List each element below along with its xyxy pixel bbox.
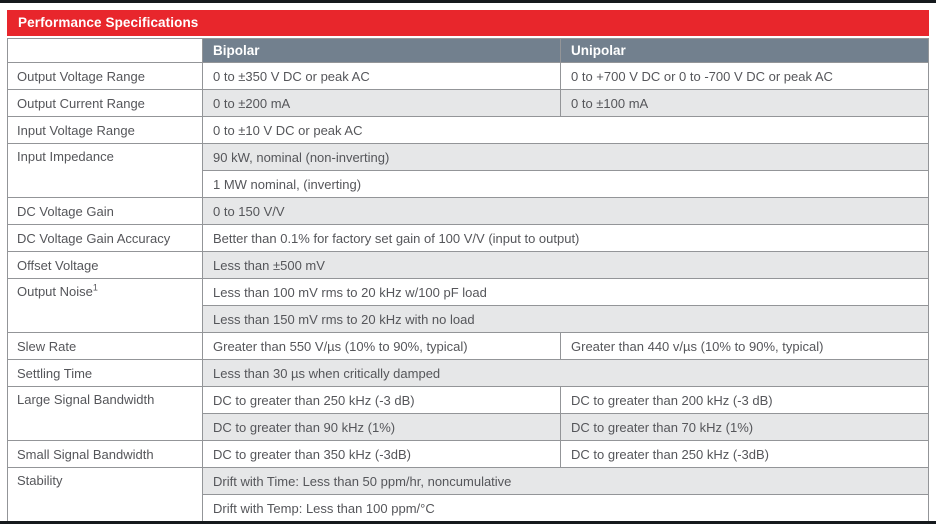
table-row: Slew Rate Greater than 550 V/µs (10% to … bbox=[7, 332, 929, 360]
table-row: Settling Time Less than 30 µs when criti… bbox=[7, 359, 929, 387]
spec-label: Settling Time bbox=[7, 359, 203, 387]
spec-value: 1 MW nominal, (inverting) bbox=[202, 170, 929, 198]
spec-value-bipolar: DC to greater than 90 kHz (1%) bbox=[202, 413, 561, 441]
spec-value: 90 kW, nominal (non-inverting) bbox=[202, 143, 929, 171]
table-row: Large Signal Bandwidth DC to greater tha… bbox=[7, 386, 929, 441]
spec-value: 0 to 150 V/V bbox=[202, 197, 929, 225]
header-row: Bipolar Unipolar bbox=[7, 38, 929, 63]
spec-label: Offset Voltage bbox=[7, 251, 203, 279]
bottom-rule bbox=[0, 521, 936, 524]
spec-table-wrap: Bipolar Unipolar Output Voltage Range 0 … bbox=[7, 38, 929, 522]
spec-label: Input Voltage Range bbox=[7, 116, 203, 144]
table-row: Input Voltage Range 0 to ±10 V DC or pea… bbox=[7, 116, 929, 144]
table-row: DC to greater than 90 kHz (1%) DC to gre… bbox=[8, 413, 929, 441]
spec-value: Less than 30 µs when critically damped bbox=[202, 359, 929, 387]
table-row: 1 MW nominal, (inverting) bbox=[8, 170, 929, 198]
table-row: Output Voltage Range 0 to ±350 V DC or p… bbox=[7, 62, 929, 90]
table-row: Drift with Temp: Less than 100 ppm/°C bbox=[8, 494, 929, 522]
spec-value: Drift with Time: Less than 50 ppm/hr, no… bbox=[202, 467, 929, 495]
header-corner-cell bbox=[7, 38, 203, 63]
table-row: Output Current Range 0 to ±200 mA 0 to ±… bbox=[7, 89, 929, 117]
spec-label: Output Noise1 bbox=[7, 278, 203, 333]
spec-value-unipolar: DC to greater than 250 kHz (-3dB) bbox=[560, 440, 929, 468]
table-row: Stability Drift with Time: Less than 50 … bbox=[7, 467, 929, 522]
table-row: DC Voltage Gain Accuracy Better than 0.1… bbox=[7, 224, 929, 252]
table-row: Input Impedance 90 kW, nominal (non-inve… bbox=[7, 143, 929, 198]
spec-value: Less than 150 mV rms to 20 kHz with no l… bbox=[202, 305, 929, 333]
spec-value-bipolar: Greater than 550 V/µs (10% to 90%, typic… bbox=[202, 332, 561, 360]
spec-label-text: Output Noise bbox=[17, 284, 93, 299]
spec-value: Better than 0.1% for factory set gain of… bbox=[202, 224, 929, 252]
spec-value-bipolar: 0 to ±350 V DC or peak AC bbox=[202, 62, 561, 90]
spec-label: DC Voltage Gain Accuracy bbox=[7, 224, 203, 252]
spec-value-unipolar: DC to greater than 70 kHz (1%) bbox=[560, 413, 929, 441]
spec-label: Output Current Range bbox=[7, 89, 203, 117]
spec-label: DC Voltage Gain bbox=[7, 197, 203, 225]
table-row: Output Noise1 Less than 100 mV rms to 20… bbox=[7, 278, 929, 333]
spec-value-unipolar: Greater than 440 v/µs (10% to 90%, typic… bbox=[560, 332, 929, 360]
table-title: Performance Specifications bbox=[18, 15, 199, 30]
spec-value-bipolar: DC to greater than 250 kHz (-3 dB) bbox=[202, 386, 561, 414]
table-row: Small Signal Bandwidth DC to greater tha… bbox=[7, 440, 929, 468]
table-title-banner: Performance Specifications bbox=[7, 10, 929, 36]
spec-value-bipolar: DC to greater than 350 kHz (-3dB) bbox=[202, 440, 561, 468]
performance-spec-table: Bipolar Unipolar Output Voltage Range 0 … bbox=[7, 38, 929, 522]
spec-value-unipolar: 0 to ±100 mA bbox=[560, 89, 929, 117]
spec-value-bipolar: 0 to ±200 mA bbox=[202, 89, 561, 117]
spec-value-unipolar: 0 to +700 V DC or 0 to -700 V DC or peak… bbox=[560, 62, 929, 90]
column-header-bipolar: Bipolar bbox=[202, 38, 561, 63]
spec-label: Output Voltage Range bbox=[7, 62, 203, 90]
spec-value: 0 to ±10 V DC or peak AC bbox=[202, 116, 929, 144]
column-header-unipolar: Unipolar bbox=[560, 38, 929, 63]
top-rule bbox=[0, 0, 936, 3]
footnote-marker: 1 bbox=[92, 282, 98, 293]
spec-value: Less than ±500 mV bbox=[202, 251, 929, 279]
spec-value: Less than 100 mV rms to 20 kHz w/100 pF … bbox=[202, 278, 929, 306]
table-row: Less than 150 mV rms to 20 kHz with no l… bbox=[8, 305, 929, 333]
spec-value: Drift with Temp: Less than 100 ppm/°C bbox=[202, 494, 929, 522]
spec-label: Slew Rate bbox=[7, 332, 203, 360]
spec-value-unipolar: DC to greater than 200 kHz (-3 dB) bbox=[560, 386, 929, 414]
spec-label: Large Signal Bandwidth bbox=[7, 386, 203, 441]
spec-label: Input Impedance bbox=[7, 143, 203, 198]
table-row: DC Voltage Gain 0 to 150 V/V bbox=[7, 197, 929, 225]
table-row: Offset Voltage Less than ±500 mV bbox=[7, 251, 929, 279]
spec-label: Small Signal Bandwidth bbox=[7, 440, 203, 468]
spec-label: Stability bbox=[7, 467, 203, 522]
